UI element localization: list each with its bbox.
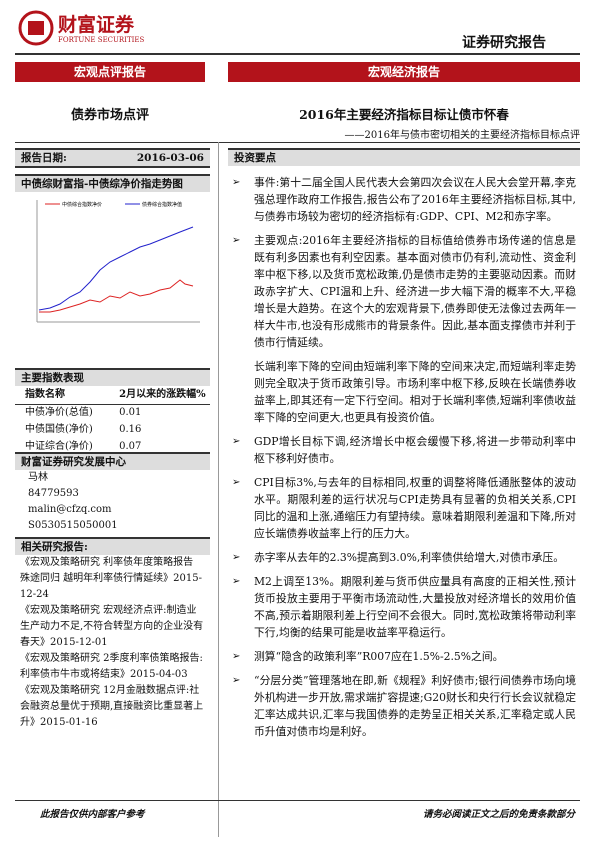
table-row: 中债国债(净价) 0.16: [15, 422, 210, 439]
divider: [218, 142, 219, 837]
paragraph: 主要观点:2016年主要经济指标的目标值给债券市场传递的信息是既有利多因素也有利…: [232, 232, 576, 351]
date-value: 2016-03-06: [136, 152, 204, 164]
table-cell: 0.16: [119, 424, 142, 435]
table-cell: 0.07: [119, 441, 142, 452]
table-row: 指数名称 2月以来的涨跌幅%: [15, 387, 210, 405]
analyst-line: 马林: [28, 472, 48, 483]
index-table: 指数名称 2月以来的涨跌幅% 中债净价(总值) 0.01 中债国债(净价) 0.16 中证综…: [15, 387, 210, 456]
date-label: 报告日期:: [21, 152, 67, 164]
table-cell: 指数名称: [25, 389, 65, 400]
legend-label: 中债综合指数净价: [62, 201, 102, 208]
rule: [15, 53, 580, 55]
logo-icon: [18, 10, 54, 46]
logo-cn: 财富证券: [58, 14, 135, 36]
paragraph: M2上调至13%。期限利差与货币供应量具有高度的正相关性,预计货币投放主要用于平…: [232, 573, 576, 641]
date-box: 报告日期: 2016-03-06: [15, 148, 210, 168]
paragraph: 长端利率下降的空间由短端利率下降的空间来决定,而短端利率走势则完全取决于货币政策…: [254, 360, 576, 424]
left-bar: 宏观点评报告: [15, 62, 205, 82]
related-title: 相关研究报告:: [15, 537, 210, 555]
analyst-title: 财富证券研究发展中心: [15, 452, 210, 470]
table-row: 中证综合(净价) 0.07: [15, 439, 210, 456]
analyst-line: S0530515050001: [28, 520, 118, 531]
table-cell: 0.01: [119, 407, 142, 418]
line: [38, 226, 194, 311]
chart: 中债综合指数净价 债券综合指数净值: [36, 200, 200, 323]
paragraph: GDP增长目标下调,经济增长中枢会缓慢下移,将进一步带动利率中枢下移利好债市。: [232, 433, 576, 467]
related-item: 《宏观及策略研究 12月金融数据点评:社会融资总量优于预期,直接融资比重显著上升…: [20, 685, 204, 728]
right-bar: 宏观经济报告: [228, 62, 580, 82]
footer-right: 请务必阅读正文之后的免责条款部分: [422, 809, 575, 820]
table-row: 中债净价(总值) 0.01: [15, 405, 210, 422]
paragraph: CPI目标3%,与去年的目标相同,权重的调整将降低通胀整体的波动水平。期限利差的…: [232, 474, 576, 542]
table-cell: 中证综合(净价): [25, 441, 93, 452]
table-cell: 中债国债(净价): [25, 424, 93, 435]
rule: [15, 142, 580, 143]
paragraph: 赤字率从去年的2.3%提高到3.0%,利率债供给增大,对债市承压。: [232, 549, 576, 566]
related-item: 《宏观及策略研究 利率债年度策略报告 殊途同归 越明年利率债行情延续》2015-…: [20, 557, 203, 600]
paragraph: 事件:第十二届全国人民代表大会第四次会议在人民大会堂开幕,李克强总理作政府工作报…: [232, 174, 576, 225]
table-cell: 2月以来的涨跌幅%: [119, 389, 206, 400]
subtitle: ——2016年与债市密切相关的主要经济指标目标点评: [344, 130, 580, 141]
doc-type: 证券研究报告: [462, 35, 546, 51]
summary: 事件:第十二届全国人民代表大会第四次会议在人民大会堂开幕,李克强总理作政府工作报…: [232, 174, 576, 747]
rule: [15, 800, 580, 801]
legend-label: 债券综合指数净值: [142, 201, 182, 208]
analyst-line: 84779593: [28, 488, 79, 499]
table-title: 主要指数表现: [15, 368, 210, 386]
analyst-line: malin@cfzq.com: [28, 504, 112, 515]
title: 2016年主要经济指标目标让债市怀春: [299, 107, 509, 122]
paragraph: “分层分类”管理落地在即,新《规程》利好债市;银行间债券市场向境外机构进一步开放…: [232, 672, 576, 740]
paragraph: 测算“隐含的政策利率”R007应在1.5%-2.5%之间。: [232, 648, 576, 665]
line: [39, 279, 194, 313]
analyst: 马林 84779593 malin@cfzq.com S0530515050001: [28, 470, 208, 534]
logo-en: FORTUNE SECURITIES: [58, 36, 145, 44]
left-title: 债券市场点评: [70, 108, 149, 123]
table-cell: 中债净价(总值): [25, 407, 93, 418]
footer-left: 此报告仅供内部客户参考: [40, 809, 145, 820]
chart-title: 中债综财富指-中债综净价指走势图: [15, 174, 210, 192]
summary-title: 投资要点: [228, 148, 580, 166]
related-item: 《宏观及策略研究 2季度利率债策略报告:利率债市牛市或将结束》2015-04-0…: [20, 653, 203, 680]
related-list: 《宏观及策略研究 利率债年度策略报告 殊途同归 越明年利率债行情延续》2015-…: [20, 555, 206, 731]
related-item: 《宏观及策略研究 宏观经济点评:制造业生产动力不足,不符合转型方向的企业没有春天…: [20, 605, 204, 648]
